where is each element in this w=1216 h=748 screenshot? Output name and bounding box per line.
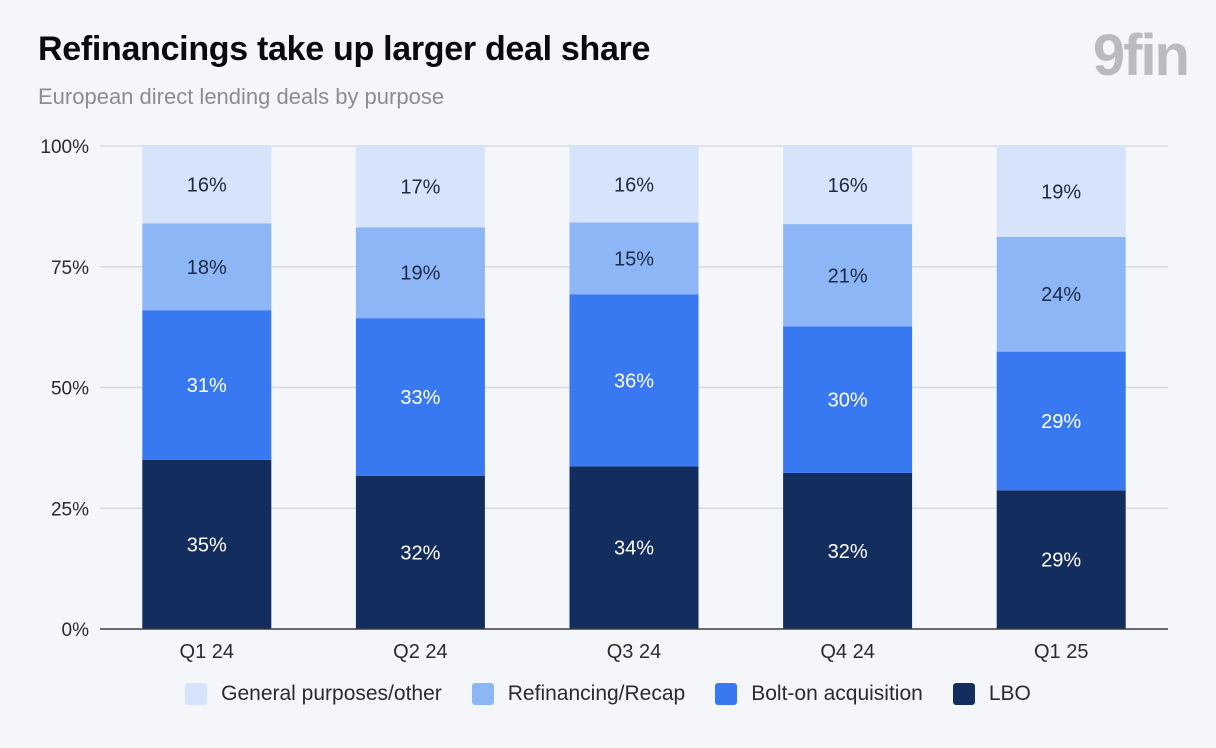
x-tick-label: Q1 24 [180,641,234,663]
legend-swatch [471,683,494,705]
data-label: 24% [1041,284,1081,306]
data-label: 16% [614,174,654,196]
bar-segment-bolt_on [996,351,1126,491]
legend: General purposes/other Refinancing/Recap B… [0,682,1216,706]
bar-segment-lbo [569,466,699,629]
bar-segment-lbo [142,459,272,629]
data-label: 33% [400,387,440,409]
legend-item-general: General purposes/other [185,682,442,706]
data-label: 32% [828,541,868,563]
data-labels: 35% 31% 18% 16% 32% 33% 19% 17% 34% 36% 15% 16% 32% 3… [187,174,1082,571]
x-tick-label: Q1 25 [1034,641,1088,663]
data-label: 16% [828,175,868,197]
bar-segment-bolt_on [569,294,699,467]
bar-segment-lbo [355,475,485,629]
data-label: 18% [187,257,227,279]
data-label: 35% [187,534,227,556]
bar-segment-bolt_on [142,310,272,460]
bar-segment-refinancing [996,236,1126,352]
legend-swatch [715,683,738,705]
legend-item-lbo: LBO [952,682,1031,706]
data-label: 34% [614,538,654,560]
chart-title: Refinancings take up larger deal share [38,30,651,68]
brand-logo: 9fin [1092,23,1190,88]
data-label: 17% [400,177,440,199]
data-label: 19% [400,263,440,285]
bar-segment-lbo [996,490,1126,629]
bar-segment-refinancing [355,227,485,319]
legend-swatch [952,683,975,705]
data-label: 21% [828,265,868,287]
bars [142,146,1126,629]
stacked-bar-chart: 35% 31% 18% 16% 32% 33% 19% 17% 34% 36% 15% 16% 32% 3… [40,137,1168,663]
chart-subtitle: European direct lending deals by purpose [38,84,445,109]
y-tick-label: 25% [51,499,89,520]
data-label: 36% [614,370,654,392]
y-tick-label: 50% [51,379,89,400]
legend-label: Refinancing/Recap [507,682,686,705]
y-tick-label: 100% [40,137,89,158]
x-tick-label: Q4 24 [820,641,874,663]
bar-segment-bolt_on [783,326,913,473]
y-tick-label: 75% [51,258,89,279]
bar-segment-refinancing [783,224,913,327]
legend-label: Bolt-on acquisition [751,682,923,705]
data-label: 19% [1041,181,1081,203]
legend-swatch [185,683,208,705]
legend-item-refinancing: Refinancing/Recap [471,682,686,706]
data-label: 30% [828,390,868,412]
bar-segment-lbo [783,472,913,629]
data-label: 29% [1041,411,1081,433]
legend-label: General purposes/other [221,682,442,705]
data-label: 29% [1041,550,1081,572]
x-tick-label: Q3 24 [607,641,661,663]
axes: 0% 25% 50% 75% 100% Q1 24 Q2 24 Q3 24 Q4 24 Q1 25 [40,137,1168,663]
data-label: 32% [400,542,440,564]
bar-segment-bolt_on [355,318,485,476]
bar-segment-general [569,146,699,223]
bar-segment-general [355,146,485,228]
bar-segment-refinancing [142,223,272,311]
x-tick-label: Q2 24 [393,641,447,663]
legend-label: LBO [988,682,1031,705]
bar-segment-general [142,146,272,224]
data-label: 31% [187,375,227,397]
bar-segment-general [783,146,913,225]
bar-segment-refinancing [569,222,699,295]
legend-item-bolt_on: Bolt-on acquisition [715,682,923,706]
y-tick-label: 0% [62,620,90,641]
bar-segment-general [996,146,1126,237]
data-label: 16% [187,175,227,197]
data-label: 15% [614,248,654,270]
